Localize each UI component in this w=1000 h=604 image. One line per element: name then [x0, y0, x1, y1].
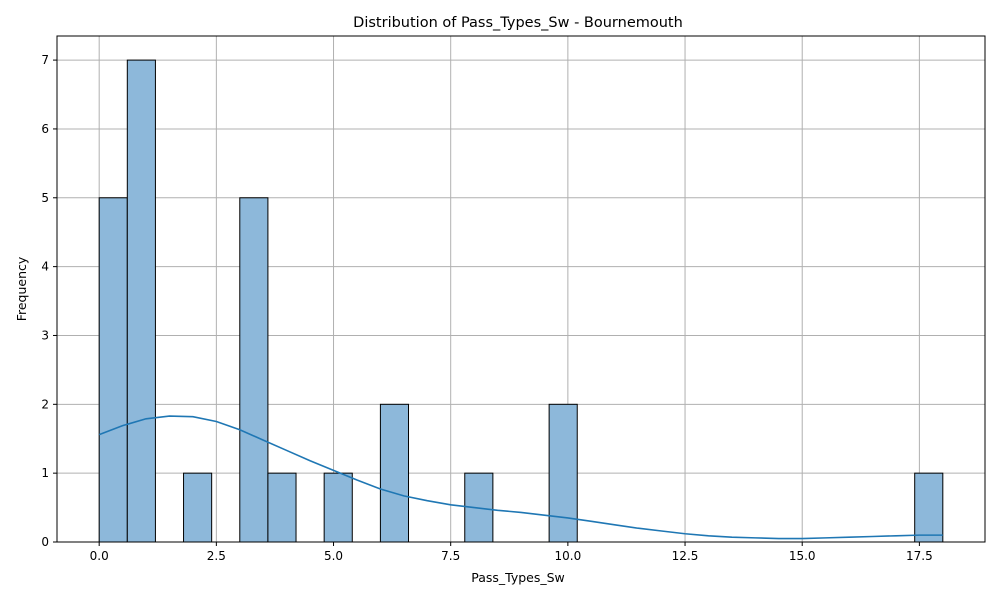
x-tick-label: 5.0: [324, 549, 343, 563]
x-tick-label: 10.0: [555, 549, 582, 563]
y-tick-label: 3: [41, 328, 49, 342]
axes-frame: [56, 35, 986, 543]
chart-title: Distribution of Pass_Types_Sw - Bournemo…: [353, 15, 683, 31]
y-axis-label: Frequency: [14, 256, 29, 321]
y-tick-label: 6: [41, 122, 49, 136]
x-tick-label: 7.5: [441, 549, 460, 563]
x-axis-ticks: 0.0 2.5 5.0 7.5 10.0 12.5 15.0 17.5: [90, 542, 933, 563]
x-tick-label: 0.0: [90, 549, 109, 563]
y-tick-label: 2: [41, 397, 49, 411]
x-axis-label: Pass_Types_Sw: [471, 570, 565, 585]
y-tick-label: 4: [41, 260, 49, 274]
plot-frame: [56, 35, 986, 543]
y-tick-label: 5: [41, 191, 49, 205]
y-tick-label: 0: [41, 535, 49, 549]
histogram-bar: [323, 472, 353, 543]
kde-curve-layer: [98, 415, 943, 540]
histogram-bars: [98, 59, 944, 543]
histogram-bar: [239, 197, 269, 543]
x-tick-label: 17.5: [906, 549, 933, 563]
histogram-bar: [379, 403, 410, 543]
kde-line: [98, 415, 943, 540]
histogram-bar: [548, 403, 578, 543]
histogram-bar: [98, 197, 128, 543]
histogram-bar: [267, 472, 297, 543]
grid-lines: [57, 36, 985, 543]
histogram-bar: [126, 59, 156, 543]
x-tick-label: 15.0: [789, 549, 816, 563]
y-tick-label: 7: [41, 53, 49, 67]
histogram-bar: [183, 472, 213, 543]
x-tick-label: 2.5: [207, 549, 226, 563]
y-axis-ticks: 0 1 2 3 4 5 6 7: [41, 53, 57, 549]
histogram-bar: [914, 472, 944, 543]
x-tick-label: 12.5: [672, 549, 699, 563]
y-tick-label: 1: [41, 466, 49, 480]
